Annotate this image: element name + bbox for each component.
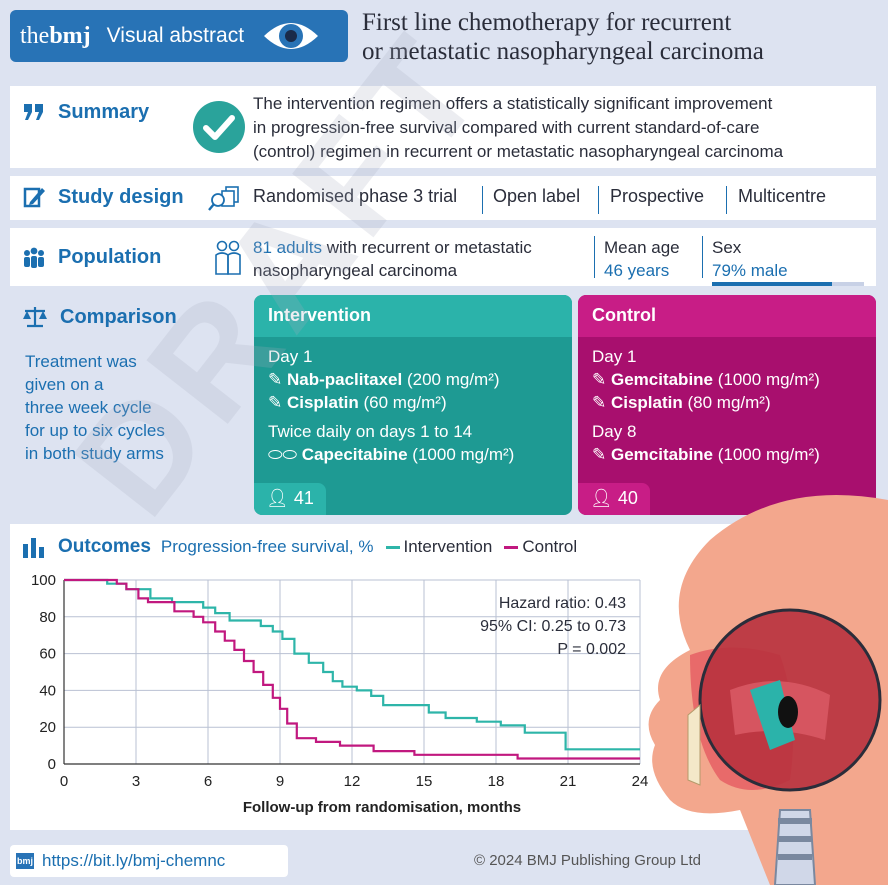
hazard-ratio: Hazard ratio: 0.43 [498, 595, 626, 612]
intervention-panel: Intervention Day 1 ✎ Nab-paclitaxel (200… [254, 295, 572, 515]
y-tick-label: 40 [39, 682, 56, 699]
x-tick-label: 9 [276, 773, 284, 790]
magnifier-documents-icon [208, 185, 244, 213]
design-item-1: Randomised phase 3 trial [253, 186, 458, 206]
statistics-box: Hazard ratio: 0.43 95% CI: 0.25 to 0.73 … [440, 592, 626, 661]
confidence-interval: 95% CI: 0.25 to 0.73 [480, 618, 626, 635]
legend-intervention: Intervention [403, 537, 493, 556]
summary-text: The intervention regimen offers a statis… [253, 94, 784, 161]
footer-link[interactable]: https://bit.ly/bmj-chemnc [42, 851, 226, 870]
p-value: P = 0.002 [557, 641, 626, 658]
y-tick-label: 60 [39, 646, 56, 663]
x-tick-label: 24 [632, 773, 649, 790]
intervention-title: Intervention [254, 295, 572, 337]
person-icon: 👤︎ [590, 488, 618, 508]
control-regimen: Day 1 ✎ Gemcitabine (1000 mg/m²) ✎ Cispl… [592, 347, 820, 464]
copyright: © 2024 BMJ Publishing Group Ltd [474, 852, 702, 869]
legend-control: Control [522, 537, 578, 556]
people-group-icon [22, 245, 46, 269]
population-label: Population [22, 245, 161, 269]
syringe-icon: ✎ [592, 445, 611, 464]
eye-icon [262, 16, 320, 56]
series-line-control [64, 578, 640, 760]
x-tick-label: 3 [132, 773, 140, 790]
study-design-row: Study design Randomised phase 3 trial Op… [10, 176, 876, 220]
bmj-small-icon: bmj [16, 853, 34, 869]
bar-chart-icon [22, 536, 46, 558]
treatment-note: Treatment was given on a three week cycl… [25, 352, 165, 463]
outcomes-label: Outcomes [58, 536, 151, 557]
summary-row: Summary The intervention regimen offers … [10, 86, 876, 168]
y-tick-label: 100 [31, 572, 56, 589]
legend-swatch-control [504, 545, 519, 549]
syringe-icon: ✎ [268, 393, 287, 412]
x-tick-label: 0 [60, 773, 68, 790]
head-anatomy-illustration [648, 495, 888, 885]
design-item-2: Open label [493, 186, 581, 206]
population-count: 81 adults [253, 238, 322, 257]
population-row: Population 81 adults with recurrent or m… [10, 228, 876, 286]
bmj-logo: thebmj [20, 22, 91, 49]
footer-link-box: bmj https://bit.ly/bmj-chemnc [10, 845, 288, 877]
mean-age: Mean age 46 years [604, 238, 680, 280]
x-tick-label: 21 [560, 773, 577, 790]
study-design-label: Study design [22, 185, 184, 209]
visual-abstract-label: Visual abstract [106, 24, 245, 47]
person-icon: 👤︎ [266, 488, 294, 508]
legend-swatch-intervention [385, 545, 400, 549]
population-description: 81 adults with recurrent or metastatic n… [253, 238, 532, 280]
y-tick-label: 80 [39, 609, 56, 626]
sex-ratio: Sex 79% male [712, 238, 788, 280]
x-tick-label: 12 [344, 773, 361, 790]
x-axis-label: Follow-up from randomisation, months [243, 799, 521, 816]
design-item-3: Prospective [610, 186, 705, 206]
x-tick-label: 18 [488, 773, 505, 790]
design-item-4: Multicentre [738, 186, 827, 206]
syringe-icon: ✎ [592, 393, 611, 412]
pencil-document-icon [22, 185, 46, 209]
control-n: 👤︎ 40 [578, 483, 650, 515]
sex-ratio-bar [712, 282, 864, 286]
y-tick-label: 20 [39, 719, 56, 736]
y-tick-label: 0 [48, 756, 56, 773]
comparison-label: Comparison [22, 305, 177, 329]
series-line-intervention [64, 578, 640, 751]
scales-icon [22, 305, 48, 329]
outcomes-header: Outcomes Progression-free survival, % In… [22, 536, 577, 558]
syringe-icon: ✎ [268, 370, 287, 389]
control-title: Control [578, 295, 876, 337]
kaplan-meier-chart: 0 20 40 60 80 100 0 3 6 9 12 15 18 21 24 Follow-up from… [31, 572, 649, 816]
x-tick-label: 6 [204, 773, 212, 790]
intervention-regimen: Day 1 ✎ Nab-paclitaxel (200 mg/m²) ✎ Cis… [268, 347, 515, 464]
page-title: First line chemotherapy for recurrent or… [362, 9, 764, 65]
adults-outline-icon [214, 240, 242, 276]
checkmark-icon [192, 100, 246, 154]
x-tick-label: 15 [416, 773, 433, 790]
syringe-icon: ✎ [592, 370, 611, 389]
pill-icon: ⬭⬭ [268, 445, 302, 464]
bmj-visual-abstract-badge: thebmj Visual abstract [10, 10, 348, 62]
intervention-n: 👤︎ 41 [254, 483, 326, 515]
control-panel: Control Day 1 ✎ Gemcitabine (1000 mg/m²)… [578, 295, 876, 515]
quote-icon [22, 100, 46, 124]
outcomes-metric: Progression-free survival, % [160, 537, 374, 556]
summary-label: Summary [22, 100, 149, 124]
